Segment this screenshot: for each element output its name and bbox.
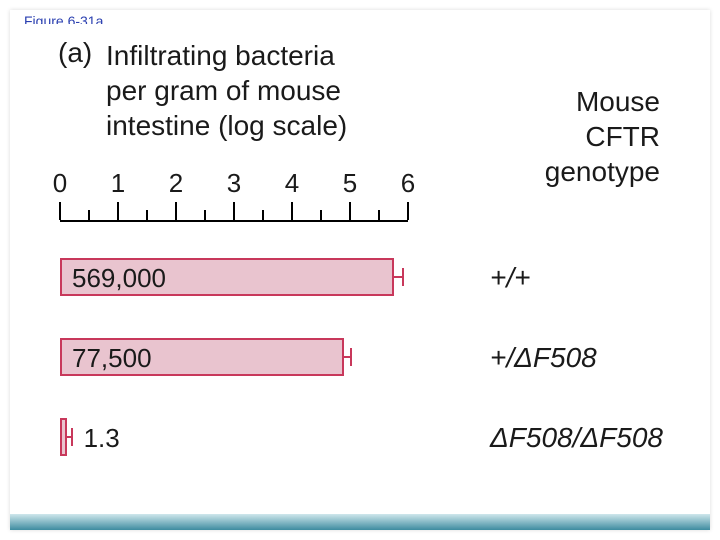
genotype-label: +/ΔF508 (490, 342, 597, 374)
axis-minor-tick (146, 210, 148, 220)
axis-tick-label: 5 (343, 168, 357, 199)
axis-tick-label: 0 (53, 168, 67, 199)
axis-tick-label: 6 (401, 168, 415, 199)
bottom-accent (10, 514, 710, 530)
slide: Figure 6-31a (a) Infiltrating bacteriape… (10, 10, 710, 530)
axis-tick (59, 202, 61, 220)
axis-tick (233, 202, 235, 220)
axis-tick (175, 202, 177, 220)
axis-minor-tick (320, 210, 322, 220)
axis-minor-tick (262, 210, 264, 220)
bar (60, 418, 67, 456)
bar-value-label: 569,000 (72, 263, 166, 294)
axis-tick-label: 2 (169, 168, 183, 199)
axis-tick (291, 202, 293, 220)
bar-value-label: 1.3 (84, 423, 120, 454)
axis-tick (117, 202, 119, 220)
axis-tick-label: 1 (111, 168, 125, 199)
axis-minor-tick (378, 210, 380, 220)
genotype-label: +/+ (490, 262, 530, 294)
axis-minor-tick (204, 210, 206, 220)
genotype-label: ΔF508/ΔF508 (490, 422, 663, 454)
axis-tick-label: 3 (227, 168, 241, 199)
axis-tick (349, 202, 351, 220)
axis-minor-tick (88, 210, 90, 220)
axis-tick (407, 202, 409, 220)
bar-value-label: 77,500 (72, 343, 152, 374)
axis-tick-label: 4 (285, 168, 299, 199)
